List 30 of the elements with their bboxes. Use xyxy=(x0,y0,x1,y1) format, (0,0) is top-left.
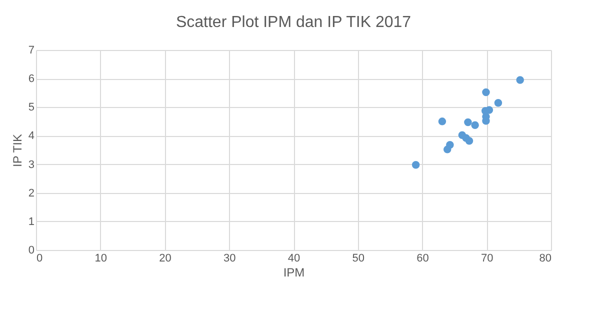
x-tick-label: 60 xyxy=(416,252,429,264)
y-tick-label: 3 xyxy=(28,158,34,171)
point xyxy=(471,121,479,130)
y-tick-label: 7 xyxy=(28,44,34,56)
y-tick-label: 1 xyxy=(28,216,34,228)
x-tick-label: 20 xyxy=(159,252,172,264)
y-tick-label: 2 xyxy=(28,187,34,200)
point xyxy=(482,88,490,96)
y-tick-label: 6 xyxy=(28,73,34,86)
point xyxy=(412,160,420,169)
y-tick-label: 0 xyxy=(28,244,34,256)
x-tick-label: 80 xyxy=(539,252,552,264)
y-tick-label: 4 xyxy=(28,130,34,142)
point xyxy=(485,106,494,114)
x-tick-label: 40 xyxy=(288,252,300,264)
y-tick-label: 5 xyxy=(28,102,34,114)
x-tick-label: 0 xyxy=(36,252,43,264)
x-axis-title: IPM xyxy=(283,266,305,280)
y-axis-title: IP TIK xyxy=(10,134,24,167)
x-tick-label: 30 xyxy=(224,252,236,264)
x-tick-label: 70 xyxy=(481,252,494,264)
point xyxy=(465,136,474,145)
x-tick-label: 50 xyxy=(352,252,364,264)
x-tick-label: 10 xyxy=(94,252,107,264)
point xyxy=(464,118,472,126)
point xyxy=(438,118,446,126)
point xyxy=(516,76,524,84)
point xyxy=(446,140,454,149)
point xyxy=(494,98,502,107)
chart-title: Scatter Plot IPM dan IP TIK 2017 xyxy=(176,14,412,31)
